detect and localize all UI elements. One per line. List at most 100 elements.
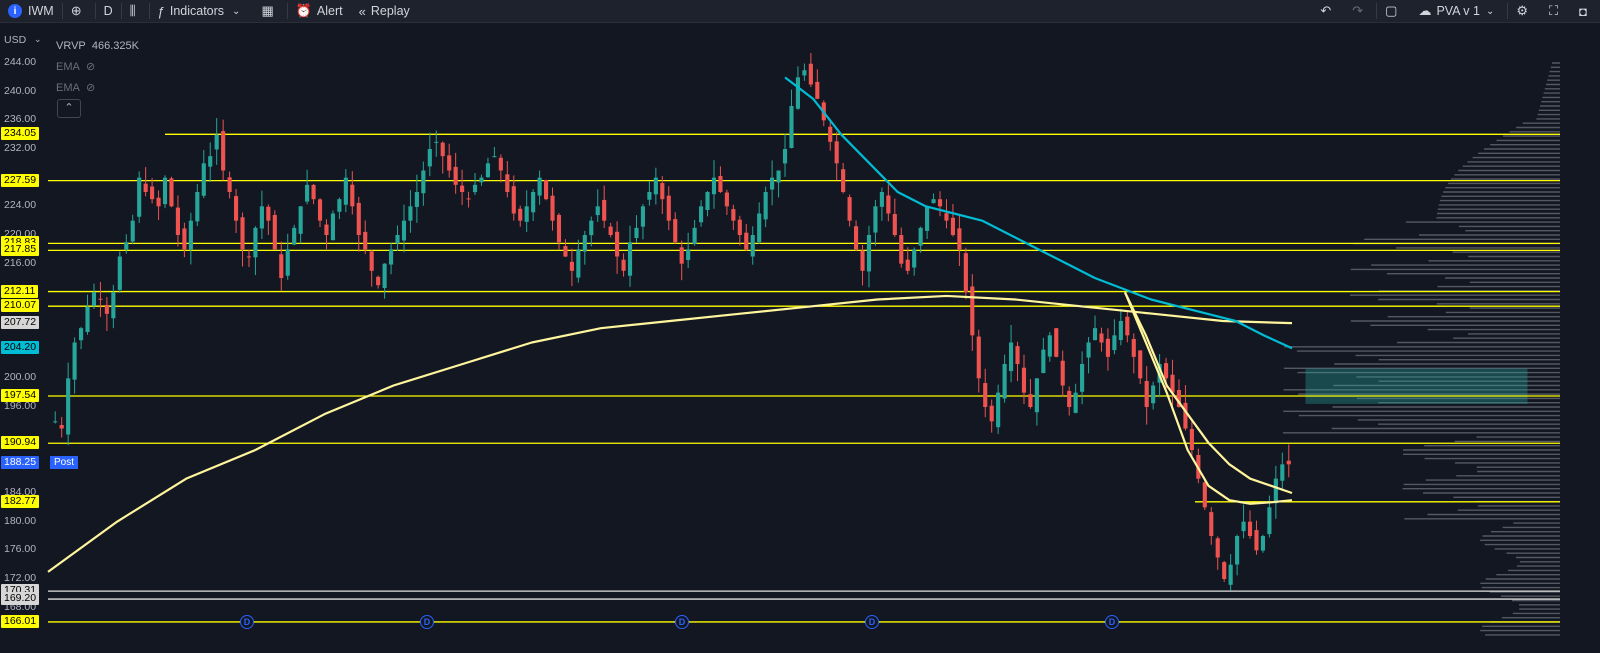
layout-button[interactable]: ☁ PVA v 1 ⌄ xyxy=(1410,0,1507,22)
legend-vrvp[interactable]: VRVP 466.325K xyxy=(56,36,139,57)
interval-button[interactable]: D xyxy=(96,0,121,22)
vrvp-value: 466.325K xyxy=(91,40,139,52)
redo-button[interactable]: ↷ xyxy=(1344,0,1376,22)
candle-body xyxy=(492,156,497,158)
candle-body xyxy=(918,227,923,246)
dividend-marker-icon[interactable]: D xyxy=(240,615,254,629)
candle-body xyxy=(1099,333,1104,343)
candle-body xyxy=(427,149,432,167)
undo-button[interactable]: ↶ xyxy=(1312,0,1344,22)
candle-body xyxy=(789,106,794,148)
candle-body xyxy=(686,249,691,261)
price-level-tag[interactable]: 204.20 xyxy=(1,341,40,355)
candle-body xyxy=(440,142,445,157)
candle-body xyxy=(356,202,361,235)
candle-body xyxy=(873,206,878,233)
compare-button[interactable]: ⊕ xyxy=(63,0,95,22)
candle-body xyxy=(162,177,168,205)
price-level-tag[interactable]: 169.20 xyxy=(1,592,40,606)
price-axis[interactable]: USD ⌄ 244.00 240.00 236.00 232.00 224.00 220.… xyxy=(0,23,79,653)
short-ma-line xyxy=(1124,291,1293,495)
legend-ema-1[interactable]: EMA ⊘ xyxy=(56,57,139,78)
candle-body xyxy=(408,206,413,221)
price-level-tag[interactable]: 166.01 xyxy=(1,614,40,628)
legend-ema-2[interactable]: EMA ⊘ xyxy=(56,78,139,99)
candle-body xyxy=(124,242,129,250)
candle-body xyxy=(828,126,833,142)
candle-body xyxy=(860,250,865,271)
candle-body xyxy=(376,276,381,286)
candle-body xyxy=(892,214,897,235)
candle-body xyxy=(1260,536,1266,551)
candle-body xyxy=(937,199,943,207)
candle-body xyxy=(317,199,323,221)
candle-body xyxy=(111,292,116,319)
candle-body xyxy=(582,235,587,252)
candle-body xyxy=(770,177,775,190)
replay-button[interactable]: « Replay xyxy=(351,0,418,22)
replay-label: Replay xyxy=(370,4,410,18)
candle-body xyxy=(156,197,161,207)
candle-body xyxy=(1092,328,1098,341)
dividend-marker-icon[interactable]: D xyxy=(1105,615,1119,629)
grid-icon: ▦ xyxy=(261,3,274,18)
eye-crossed-icon[interactable]: ⊘ xyxy=(85,61,96,73)
candle-body xyxy=(615,231,620,257)
price-level-tag[interactable]: 197.54 xyxy=(1,388,40,402)
price-level-tag[interactable]: 217.85 xyxy=(1,243,40,257)
chart-type-button[interactable]: ⫼ xyxy=(122,0,149,22)
eye-crossed-icon[interactable]: ⊘ xyxy=(85,82,96,94)
candle-body xyxy=(737,219,742,235)
candle-body xyxy=(608,226,613,235)
symbol-search[interactable]: i IWM xyxy=(0,0,62,22)
price-tick-label: 244.00 xyxy=(4,56,37,68)
top-toolbar: i IWM ⊕ D ⫼ ƒ Indicators ⌄ ▦ ⏰ Alert « R… xyxy=(0,0,1600,23)
price-level-tag[interactable]: 207.72 xyxy=(1,316,40,329)
collapse-legend-button[interactable]: ⌃ xyxy=(57,99,81,118)
chevron-down-icon[interactable]: ⌄ xyxy=(34,34,42,44)
candle-body xyxy=(188,220,193,250)
settings-button[interactable]: ⚙ xyxy=(1508,0,1541,22)
price-level-tag[interactable]: 234.05 xyxy=(1,127,40,141)
dividend-marker-icon[interactable]: D xyxy=(675,615,689,629)
indicators-label: Indicators xyxy=(169,4,225,18)
short-ma-line-2 xyxy=(1123,291,1293,505)
candle-body xyxy=(305,184,310,202)
dividend-marker-icon[interactable]: D xyxy=(865,615,879,629)
price-level-tag[interactable]: 190.94 xyxy=(1,436,40,450)
candle-body xyxy=(382,263,387,288)
candle-body xyxy=(834,141,839,164)
fullscreen-button[interactable]: ⛶ xyxy=(1541,0,1571,22)
indicators-button[interactable]: ƒ Indicators ⌄ xyxy=(150,0,254,22)
candle-body xyxy=(1273,478,1278,504)
price-level-tag[interactable]: 212.11 xyxy=(1,284,39,298)
chevron-down-icon: ⌄ xyxy=(1485,5,1495,17)
candle-body xyxy=(640,206,646,227)
alarm-clock-icon: ⏰ xyxy=(295,3,312,18)
candle-body xyxy=(498,157,503,171)
candle-body xyxy=(447,155,452,171)
candle-body xyxy=(221,131,226,171)
candle-body xyxy=(1267,507,1272,535)
dividend-marker-icon[interactable]: D xyxy=(420,615,434,629)
candle-body xyxy=(137,177,142,217)
snapshot-button[interactable]: ◘ xyxy=(1571,0,1600,22)
candle-body xyxy=(1060,360,1065,386)
candle-body xyxy=(1235,536,1240,565)
candle-body xyxy=(369,251,374,271)
price-chart[interactable] xyxy=(0,23,1600,653)
fullscreen-chart-button[interactable]: ▢ xyxy=(1377,0,1410,22)
chart-legend: VRVP 466.325K EMA ⊘ EMA ⊘ xyxy=(56,36,139,99)
price-level-tag[interactable]: 182.77 xyxy=(1,494,40,508)
candle-body xyxy=(1138,350,1143,379)
templates-button[interactable]: ▦ xyxy=(253,0,286,22)
vrvp-label: VRVP xyxy=(56,40,86,52)
candle-body xyxy=(311,184,316,200)
price-level-tag[interactable]: 227.59 xyxy=(1,173,40,187)
alert-button[interactable]: ⏰ Alert xyxy=(288,0,351,22)
candle-body xyxy=(1041,349,1046,374)
candle-body xyxy=(744,232,749,250)
candle-body xyxy=(485,163,491,178)
candle-body xyxy=(363,231,368,250)
price-level-tag[interactable]: 210.07 xyxy=(1,299,40,313)
